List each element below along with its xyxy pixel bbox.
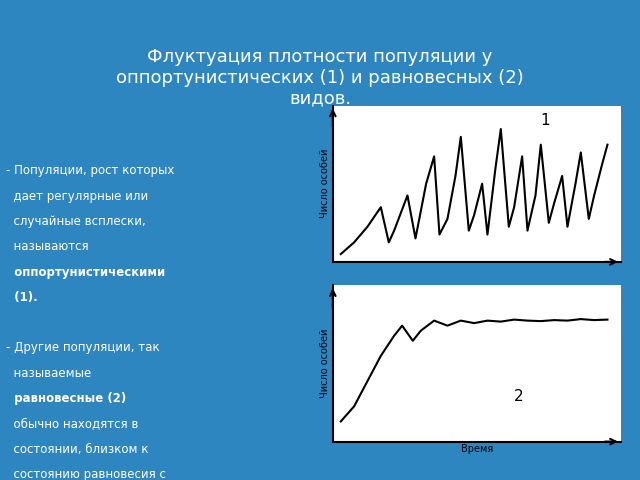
Y-axis label: Число особей: Число особей (320, 329, 330, 398)
Text: (1).: (1). (6, 291, 38, 304)
Text: Флуктуация плотности популяции у
оппортунистических (1) и равновесных (2)
видов.: Флуктуация плотности популяции у оппорту… (116, 48, 524, 108)
Text: называются: называются (6, 240, 89, 253)
Text: 1: 1 (541, 113, 550, 128)
Text: называемые: называемые (6, 367, 92, 380)
Text: состоянии, близком к: состоянии, близком к (6, 443, 149, 456)
Y-axis label: Число особей: Число особей (320, 149, 330, 218)
Text: - Другие популяции, так: - Другие популяции, так (6, 341, 160, 354)
Text: 2: 2 (514, 389, 524, 404)
Text: обычно находятся в: обычно находятся в (6, 417, 139, 430)
Text: случайные всплески,: случайные всплески, (6, 215, 146, 228)
Text: дает регулярные или: дает регулярные или (6, 190, 148, 203)
Text: оппортунистическими: оппортунистическими (6, 265, 166, 278)
Text: равновесные (2): равновесные (2) (6, 392, 127, 405)
X-axis label: Время: Время (461, 444, 493, 455)
Text: - Популяции, рост которых: - Популяции, рост которых (6, 164, 175, 177)
Text: состоянию равновесия с: состоянию равновесия с (6, 468, 166, 480)
